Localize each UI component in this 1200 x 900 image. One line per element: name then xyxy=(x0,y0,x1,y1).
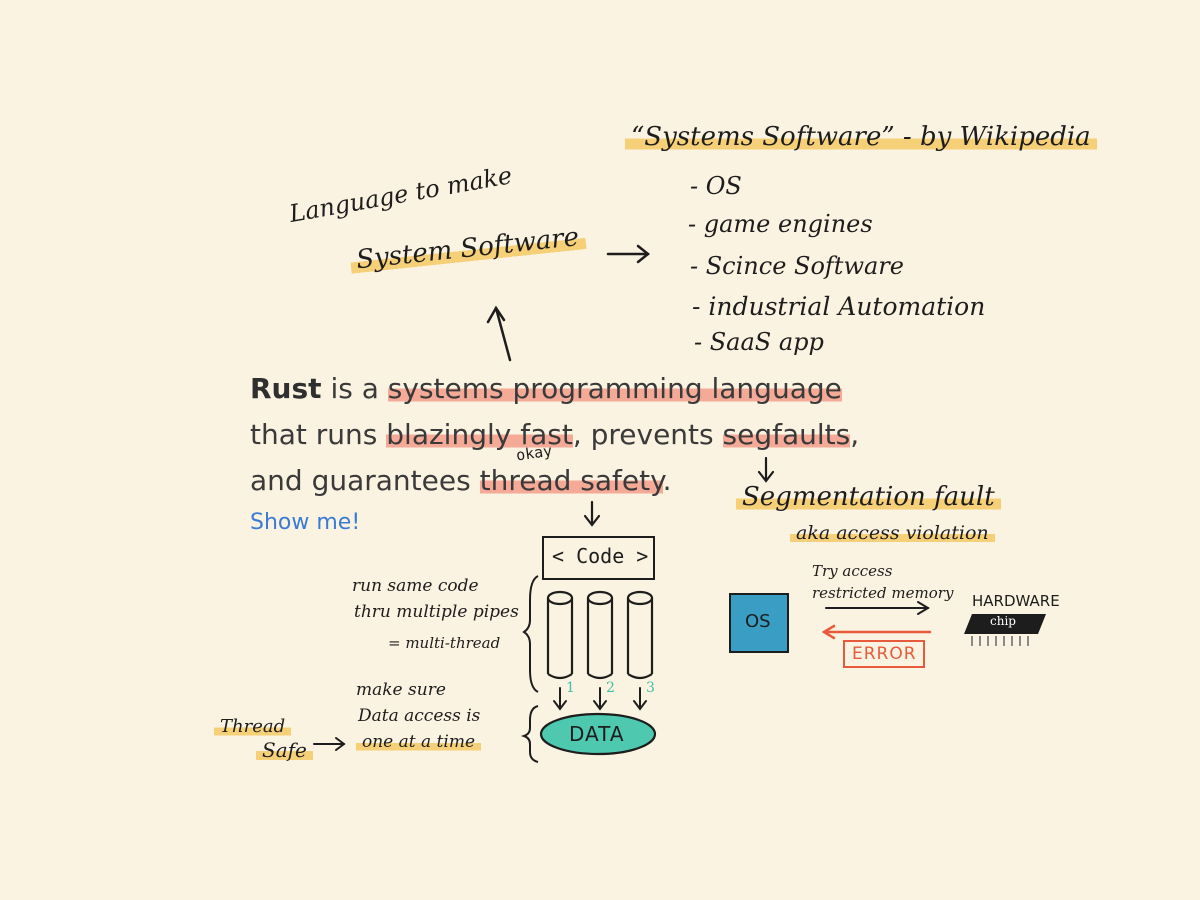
arrow-to-list xyxy=(606,244,651,264)
pipe-3 xyxy=(626,590,654,680)
pipes-note-line1: run same code xyxy=(352,576,479,596)
wiki-item-os: - OS xyxy=(690,172,742,200)
pipe-number-1: 1 xyxy=(566,680,575,696)
thread-safe-line1-text: Thread xyxy=(214,716,292,737)
segfault-title-text: Segmentation fault xyxy=(736,482,1001,512)
pipe-1 xyxy=(546,590,574,680)
error-arrow xyxy=(821,624,932,640)
wiki-title: “Systems Software” - by Wikipedia xyxy=(625,122,1097,152)
para-thread-safety: thread safety xyxy=(479,464,663,497)
error-label: ERROR xyxy=(852,644,917,664)
pipe-arrows xyxy=(553,687,647,711)
code-box-label: < Code > xyxy=(552,544,649,568)
pipe-number-3: 3 xyxy=(646,680,655,696)
pipes-brace xyxy=(522,575,539,693)
para-period: . xyxy=(662,464,672,497)
wiki-item-industrial-automation: - industrial Automation xyxy=(692,292,986,321)
thread-safe-arrow xyxy=(313,737,346,751)
show-me-link[interactable]: Show me! xyxy=(250,510,361,535)
wiki-title-text: “Systems Software” - by Wikipedia xyxy=(625,122,1097,152)
try-access-arrow xyxy=(825,601,930,615)
para-that-runs: that runs xyxy=(250,418,387,451)
data-note-line3: one at a time xyxy=(356,732,482,752)
data-oval xyxy=(539,712,657,756)
wiki-item-game-engines: - game engines xyxy=(688,210,873,238)
try-access-line2: restricted memory xyxy=(812,584,954,602)
wiki-item-saas: - SaaS app xyxy=(694,328,824,356)
thread-safe-line1: Thread xyxy=(214,716,292,737)
thread-safe-line2: Safe xyxy=(256,738,313,762)
data-note-line2: Data access is xyxy=(358,706,481,726)
arrow-down-to-segfault xyxy=(757,456,775,483)
para-and-guarantees: and guarantees xyxy=(250,464,480,497)
arrow-up-to-language xyxy=(486,305,512,362)
arrow-down-to-code xyxy=(583,500,601,527)
code-box xyxy=(542,536,655,580)
wiki-item-science-software: - Scince Software xyxy=(690,252,904,280)
para-line-1: Rust is a systems programming language xyxy=(250,366,859,412)
os-label: OS xyxy=(745,611,771,632)
chip-label: chip xyxy=(990,614,1016,628)
data-note-line3-text: one at a time xyxy=(356,732,482,752)
thread-safe-line2-text: Safe xyxy=(256,738,313,762)
para-segfaults: segfaults xyxy=(722,418,851,451)
segfault-title: Segmentation fault xyxy=(736,482,1001,512)
rust-description: Rust is a systems programming language t… xyxy=(250,366,859,504)
chip-icon xyxy=(964,614,1046,646)
para-line-2: that runs blazingly fast, prevents segfa… xyxy=(250,412,859,458)
hardware-label: HARDWARE xyxy=(972,592,1060,610)
error-box xyxy=(843,640,925,668)
para-is-a: is a xyxy=(321,372,388,405)
para-prevents: , prevents xyxy=(572,418,723,451)
para-systems-programming-language: systems programming language xyxy=(387,372,842,405)
pipe-2 xyxy=(586,590,614,680)
rust-word: Rust xyxy=(250,372,322,405)
pipe-number-2: 2 xyxy=(606,680,615,696)
pipes-note-line2: thru multiple pipes xyxy=(354,602,519,622)
os-box xyxy=(729,593,789,653)
para-comma: , xyxy=(850,418,860,451)
data-brace xyxy=(520,705,539,763)
segfault-aka: aka access violation xyxy=(790,522,995,544)
para-line-3: and guarantees thread safety. xyxy=(250,458,859,504)
para-blazingly-fast: blazingly fast xyxy=(386,418,573,451)
segfault-aka-text: aka access violation xyxy=(790,522,995,544)
data-label: DATA xyxy=(569,722,625,746)
data-note-line1: make sure xyxy=(356,680,446,700)
pipes-note-line3: = multi-thread xyxy=(388,634,501,652)
try-access-line1: Try access xyxy=(812,562,893,580)
